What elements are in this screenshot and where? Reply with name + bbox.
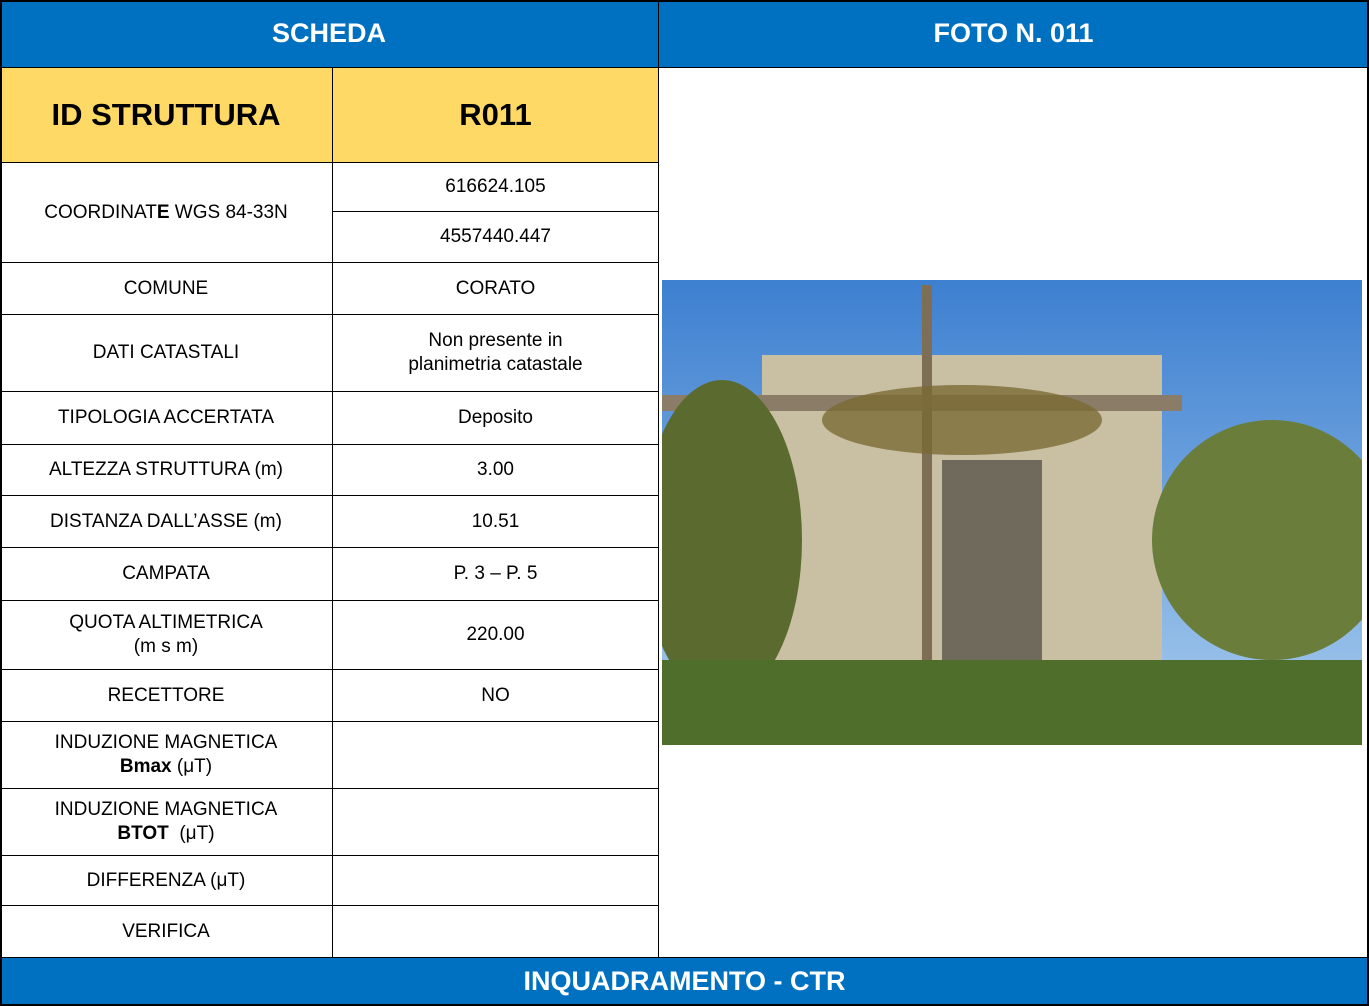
row-label: DISTANZA DALL’ASSE (m) [0,496,333,548]
row-label: DATI CATASTALI [0,315,333,392]
text: INDUZIONE MAGNETICA BTOT (μT) [55,798,278,846]
text: E [156,201,170,223]
text: COORDINAT [44,201,157,223]
row-value: NO [333,670,659,722]
row-label: ALTEZZA STRUTTURA (m) [0,445,333,496]
header-right: FOTO N. 011 [659,0,1369,68]
text: WGS 84-33N [169,201,288,223]
coordinate-value: 616624.105 [333,163,659,212]
text: INDUZIONE MAGNETICA [54,732,278,754]
text: INDUZIONE MAGNETICA [54,799,278,821]
photo-cell [659,68,1369,958]
coordinate-label: COORDINATE WGS 84-33N [0,163,333,263]
text: (μT) [171,756,213,777]
measure-value [333,789,659,856]
row-label: RECETTORE [0,670,333,722]
row-value: Deposito [333,392,659,445]
id-value: R011 [333,68,659,163]
measure-label: DIFFERENZA (μT) [0,856,333,906]
footer: INQUADRAMENTO - CTR [0,958,1369,1006]
row-label: CAMPATA [0,548,333,601]
header-left: SCHEDA [0,0,659,68]
text: Bmax [119,756,172,777]
text: INDUZIONE MAGNETICA Bmax (μT) [55,731,278,779]
row-value: CORATO [333,263,659,315]
row-value: 3.00 [333,445,659,496]
row-value: Non presente in planimetria catastale [333,315,659,392]
row-value: 10.51 [333,496,659,548]
measure-label: VERIFICA [0,906,333,958]
measure-label: INDUZIONE MAGNETICA Bmax (μT) [0,722,333,789]
text: BTOT [117,823,169,844]
measure-value [333,722,659,789]
measure-label: INDUZIONE MAGNETICA BTOT (μT) [0,789,333,856]
row-label: TIPOLOGIA ACCERTATA [0,392,333,445]
text: DIFFERENZA (μT) [86,869,246,891]
measure-value [333,856,659,906]
measure-value [333,906,659,958]
row-label: COMUNE [0,263,333,315]
coordinate-value: 4557440.447 [333,212,659,263]
id-label: ID STRUTTURA [0,68,333,163]
row-value: P. 3 – P. 5 [333,548,659,601]
text: (μT) [168,823,215,844]
photo [662,280,1362,745]
text: VERIFICA [122,920,210,944]
text: DIFFERENZA (μT) [87,869,246,893]
row-value: 220.00 [333,601,659,670]
text: VERIFICA [122,920,210,942]
row-label: QUOTA ALTIMETRICA (m s m) [0,601,333,670]
